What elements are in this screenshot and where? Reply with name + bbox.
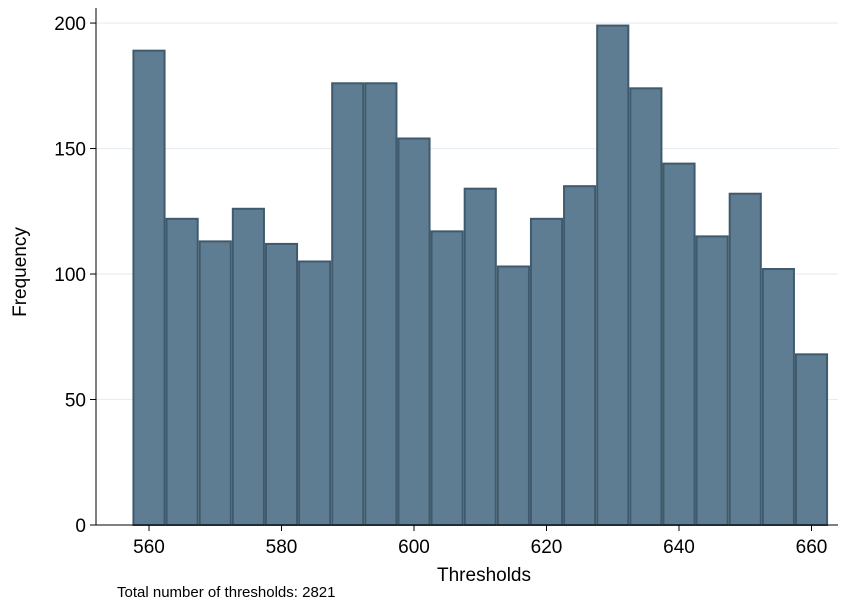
axes <box>95 8 838 526</box>
x-ticks: 560 580 600 620 640 660 <box>133 525 827 558</box>
y-axis-title: Frequency <box>10 227 31 317</box>
chart-note: Total number of thresholds: 2821 <box>117 584 336 601</box>
x-tick-label: 560 <box>133 537 165 558</box>
x-tick-label: 640 <box>663 537 695 558</box>
histogram-bar <box>662 162 696 527</box>
histogram-bar <box>231 207 265 526</box>
x-axis-title: Thresholds <box>437 565 531 586</box>
histogram-bar <box>463 187 497 526</box>
histogram-bar <box>165 217 199 527</box>
histogram-bar <box>430 230 464 526</box>
histogram-bar <box>132 49 166 527</box>
histogram-bar <box>264 242 299 526</box>
histogram-bar <box>298 260 332 526</box>
y-tick-label: 50 <box>65 391 86 412</box>
x-tick-label: 600 <box>398 537 430 558</box>
bars <box>132 24 829 527</box>
histogram-bar <box>563 185 597 526</box>
histogram-bar <box>728 192 762 526</box>
y-ticks: 0 50 100 150 200 <box>54 14 96 537</box>
y-tick-label: 0 <box>75 516 86 537</box>
histogram-bar <box>596 24 630 526</box>
x-tick-label: 620 <box>531 537 563 558</box>
y-tick-label: 100 <box>54 265 86 286</box>
histogram-bar <box>496 265 530 526</box>
histogram-bar <box>761 268 795 526</box>
histogram-bar <box>695 235 729 527</box>
histogram-bar <box>198 240 232 526</box>
y-tick-label: 200 <box>54 14 86 35</box>
x-tick-label: 660 <box>796 537 828 558</box>
histogram-bar <box>794 353 829 526</box>
histogram-bar <box>529 217 564 527</box>
histogram-bar <box>364 82 398 526</box>
histogram-bar <box>397 137 431 526</box>
x-tick-label: 580 <box>266 537 298 558</box>
histogram-bar <box>629 87 663 527</box>
y-tick-label: 150 <box>54 140 86 161</box>
histogram-bar <box>331 82 365 526</box>
